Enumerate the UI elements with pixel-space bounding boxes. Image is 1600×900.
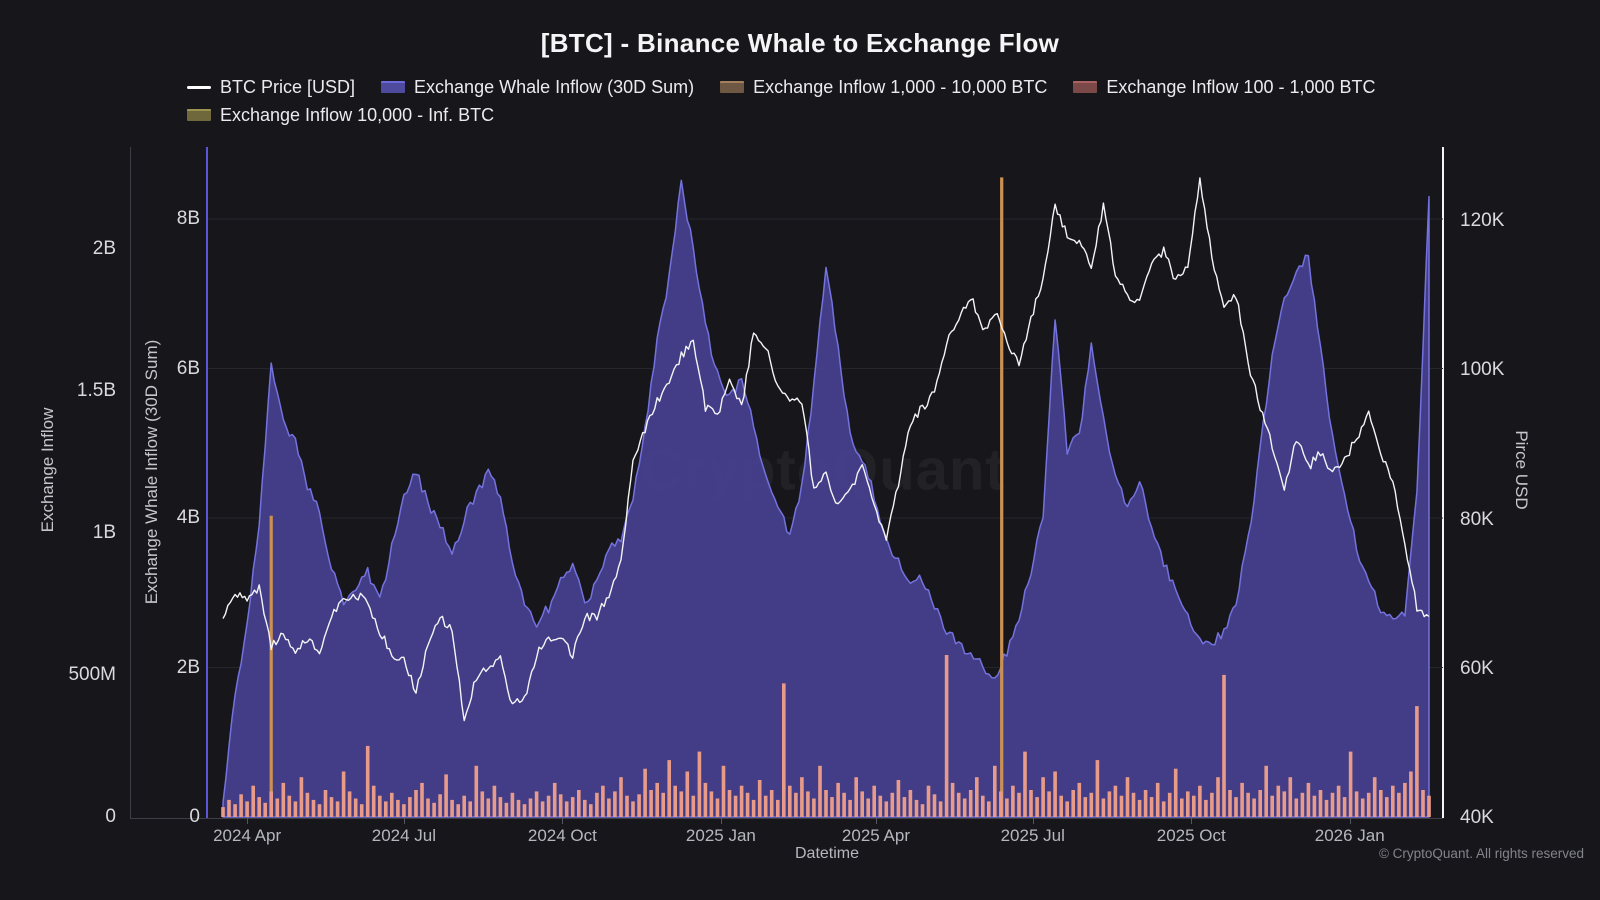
legend-row: BTC Price [USD] Exchange Whale Inflow (30… <box>187 76 1376 98</box>
y-tick-exchange-inflow: 1.5B <box>76 379 116 401</box>
legend-row: Exchange Inflow 10,000 - Inf. BTC <box>187 104 1376 126</box>
x-tick-mark <box>1349 818 1351 824</box>
y-tick-whale-inflow: 0 <box>189 806 200 827</box>
x-tick-mark <box>1191 818 1193 824</box>
y-tick-exchange-inflow: 1B <box>92 521 116 543</box>
legend-item-3[interactable]: Exchange Inflow 1,000 - 10,000 BTC <box>720 77 1047 98</box>
x-tick-label: 2025 Jul <box>1000 826 1065 845</box>
axis-title-exchange-inflow: Exchange Inflow <box>38 407 57 533</box>
x-tick-label: 2024 Oct <box>527 826 597 845</box>
x-tick-label: 2026 Jan <box>1314 826 1385 845</box>
line-swatch-icon <box>187 85 211 89</box>
legend-label: Exchange Inflow 10,000 - Inf. BTC <box>220 104 495 125</box>
axis-title-price-usd: Pirce USD <box>1512 430 1531 510</box>
left-inner-axis-line <box>206 147 208 818</box>
bar-swatch-icon <box>381 81 406 93</box>
legend-item-5[interactable]: Exchange Inflow 10,000 - Inf. BTC <box>187 105 494 126</box>
legend-label: Exchange Inflow 1,000 - 10,000 BTC <box>753 76 1048 97</box>
axis-title-datetime: Datetime <box>794 845 860 862</box>
plot-area[interactable] <box>208 147 1443 818</box>
x-tick-mark <box>1032 818 1034 824</box>
x-tick-mark <box>403 818 405 824</box>
x-tick-label: 2025 Oct <box>1156 826 1226 845</box>
y-tick-price: 100K <box>1460 359 1505 381</box>
legend: BTC Price [USD] Exchange Whale Inflow (30… <box>187 76 1376 126</box>
chart-title: [BTC] - Binance Whale to Exchange Flow <box>540 28 1060 58</box>
bar-swatch-icon <box>1073 81 1098 93</box>
left-outer-axis-line <box>130 147 131 818</box>
legend-item-4[interactable]: Exchange Inflow 100 - 1,000 BTC <box>1073 76 1376 98</box>
y-tick-exchange-inflow: 0 <box>105 806 116 827</box>
legend-label: Exchange Inflow 100 - 1,000 BTC <box>1106 76 1376 97</box>
y-tick-whale-inflow: 6B <box>176 357 200 379</box>
x-tick-label: 2025 Jan <box>685 826 756 845</box>
y-tick-price: 120K <box>1460 210 1505 231</box>
right-axis-line <box>1442 147 1444 818</box>
y-tick-exchange-inflow: 2B <box>92 237 116 259</box>
y-tick-whale-inflow: 4B <box>176 507 200 528</box>
x-tick-label: 2024 Apr <box>213 826 282 845</box>
x-tick-mark <box>720 818 722 824</box>
bar-swatch-icon <box>720 81 745 93</box>
legend-item-2[interactable]: Exchange Whale Inflow (30D Sum) <box>381 77 694 98</box>
x-tick-label: 2024 Jul <box>371 826 437 845</box>
legend-item-1[interactable]: BTC Price [USD] <box>187 77 355 98</box>
bottom-axis-line <box>130 818 1443 819</box>
y-tick-price: 80K <box>1460 508 1494 530</box>
y-tick-price: 40K <box>1460 807 1494 828</box>
x-tick-mark <box>875 818 877 824</box>
y-tick-whale-inflow: 8B <box>176 208 200 229</box>
legend-label: Exchange Whale Inflow (30D Sum) <box>414 76 695 97</box>
x-tick-mark <box>247 818 249 824</box>
y-tick-whale-inflow: 2B <box>176 656 200 678</box>
bar-swatch-icon <box>187 109 211 121</box>
y-tick-price: 60K <box>1460 657 1494 679</box>
legend-label: BTC Price [USD] <box>220 76 356 97</box>
x-tick-label: 2025 Apr <box>841 826 910 845</box>
y-tick-exchange-inflow: 500M <box>68 663 116 685</box>
x-tick-mark <box>562 818 564 824</box>
copyright: © CryptoQuant. All rights reserved <box>1378 846 1584 861</box>
